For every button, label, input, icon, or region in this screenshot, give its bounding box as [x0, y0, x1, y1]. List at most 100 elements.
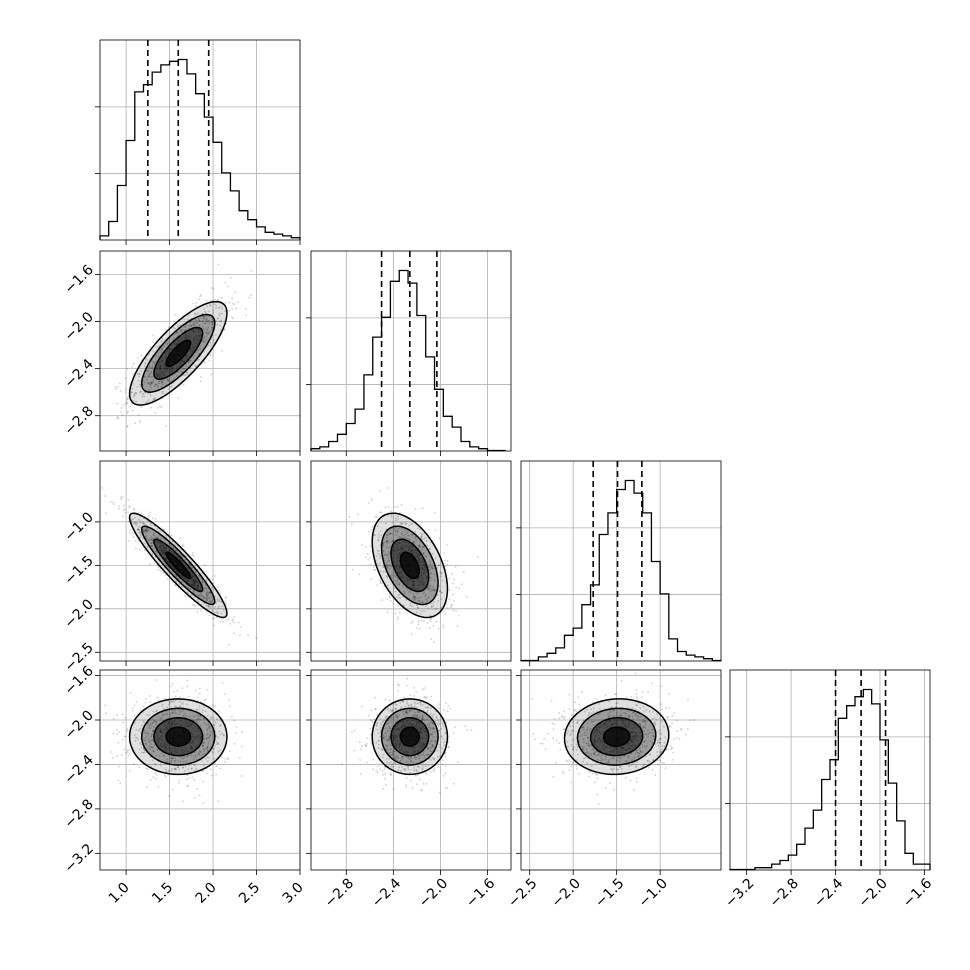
sample-point — [166, 343, 169, 346]
sample-point — [208, 736, 210, 739]
sample-point — [558, 717, 561, 720]
sample-point — [124, 511, 127, 514]
sample-point — [406, 713, 409, 716]
sample-point — [439, 743, 441, 746]
sample-point — [224, 310, 227, 313]
sample-point — [393, 750, 396, 753]
sample-point — [212, 747, 215, 750]
sample-point — [149, 386, 152, 388]
sample-point — [416, 604, 418, 607]
sample-point — [382, 542, 385, 545]
sample-point — [380, 724, 382, 727]
y-tick-label: −2.4 — [61, 752, 96, 787]
sample-point — [200, 577, 203, 580]
sample-point — [383, 768, 386, 771]
sample-point — [374, 708, 376, 710]
sample-point — [191, 776, 194, 779]
sample-point — [191, 594, 194, 597]
sample-point — [407, 761, 410, 764]
sample-point — [380, 582, 383, 585]
sample-point — [205, 597, 208, 600]
sample-point — [215, 320, 217, 322]
density-panel-3-4: −2.5 −2.0 −1.5 −1.0 — [505, 669, 722, 911]
sample-point — [574, 701, 577, 704]
sample-point — [205, 578, 208, 581]
sample-point — [400, 536, 403, 539]
sample-point — [235, 732, 237, 735]
sample-point — [420, 532, 422, 535]
sample-point — [190, 371, 192, 373]
sample-point — [387, 737, 390, 740]
sample-point — [671, 721, 673, 724]
sample-point — [382, 549, 384, 552]
sample-point — [433, 757, 436, 760]
sample-point — [388, 752, 390, 754]
sample-point — [393, 587, 396, 590]
sample-point — [131, 710, 134, 712]
sample-point — [193, 592, 196, 595]
sample-point — [388, 596, 391, 599]
sample-point — [192, 755, 195, 757]
y-tick-label: −3.2 — [61, 841, 96, 876]
sample-point — [432, 727, 435, 729]
sample-point — [586, 708, 588, 711]
sample-point — [241, 731, 243, 734]
sample-point — [401, 765, 403, 768]
sample-point — [427, 607, 430, 610]
sample-point — [428, 560, 431, 563]
sample-point — [630, 763, 633, 766]
sample-point — [197, 753, 200, 756]
sample-point — [213, 303, 216, 306]
sample-point — [192, 591, 195, 593]
sample-point — [461, 583, 463, 586]
sample-point — [385, 575, 388, 577]
sample-point — [199, 591, 202, 594]
sample-point — [370, 499, 373, 502]
sample-point — [174, 580, 177, 582]
panel-frame — [310, 250, 512, 452]
sample-point — [146, 529, 149, 532]
density-panel-2-4: −2.8 −2.4 −2.0 −1.6 — [306, 669, 512, 911]
x-tick-label: −1.6 — [463, 875, 498, 910]
sample-point — [148, 529, 150, 532]
sample-point — [390, 514, 393, 516]
sample-point — [160, 380, 163, 383]
sample-point — [413, 595, 416, 598]
sample-point — [161, 715, 164, 718]
sample-point — [414, 598, 417, 600]
sample-point — [222, 733, 225, 736]
sample-point — [185, 365, 187, 368]
sample-point — [422, 552, 425, 555]
sample-point — [420, 521, 423, 524]
sample-point — [190, 767, 193, 770]
sample-point — [198, 574, 200, 577]
sample-point — [627, 710, 630, 713]
sample-point — [660, 732, 662, 735]
sample-point — [412, 686, 415, 689]
sample-point — [587, 752, 590, 754]
sample-point — [635, 703, 638, 706]
sample-point — [166, 565, 169, 568]
sample-point — [182, 714, 185, 717]
sample-point — [428, 587, 430, 590]
x-tick-label: −2.8 — [767, 875, 802, 910]
sample-point — [202, 320, 205, 323]
sample-point — [575, 710, 578, 713]
sample-point — [227, 618, 230, 621]
sample-point — [165, 760, 168, 763]
sample-point — [410, 621, 413, 624]
sample-point — [160, 752, 163, 755]
sample-point — [217, 263, 220, 266]
sample-point — [175, 712, 177, 715]
sample-point — [396, 530, 398, 533]
sample-point — [121, 713, 124, 716]
sample-point — [161, 347, 163, 350]
sample-point — [144, 530, 147, 532]
sample-point — [148, 726, 151, 729]
sample-point — [412, 593, 415, 595]
sample-point — [212, 618, 215, 620]
sample-point — [216, 743, 218, 746]
sample-point — [147, 768, 149, 771]
sample-point — [225, 723, 227, 726]
sample-point — [434, 608, 436, 611]
